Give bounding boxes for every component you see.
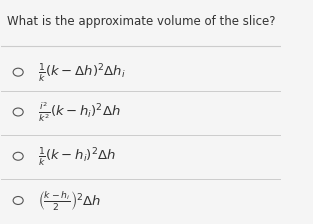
Text: $\frac{1}{k}(k - h_i)^2 \Delta h$: $\frac{1}{k}(k - h_i)^2 \Delta h$ xyxy=(38,145,116,168)
Text: $\left(\frac{k - h_i}{2}\right)^2 \Delta h$: $\left(\frac{k - h_i}{2}\right)^2 \Delta… xyxy=(38,189,101,212)
Text: $\frac{1}{k}(k - \Delta h)^2 \Delta h_i$: $\frac{1}{k}(k - \Delta h)^2 \Delta h_i$ xyxy=(38,61,126,84)
Text: What is the approximate volume of the slice?: What is the approximate volume of the sl… xyxy=(7,15,275,28)
Text: $\frac{i^2}{k^2}(k - h_i)^2 \Delta h$: $\frac{i^2}{k^2}(k - h_i)^2 \Delta h$ xyxy=(38,100,120,124)
